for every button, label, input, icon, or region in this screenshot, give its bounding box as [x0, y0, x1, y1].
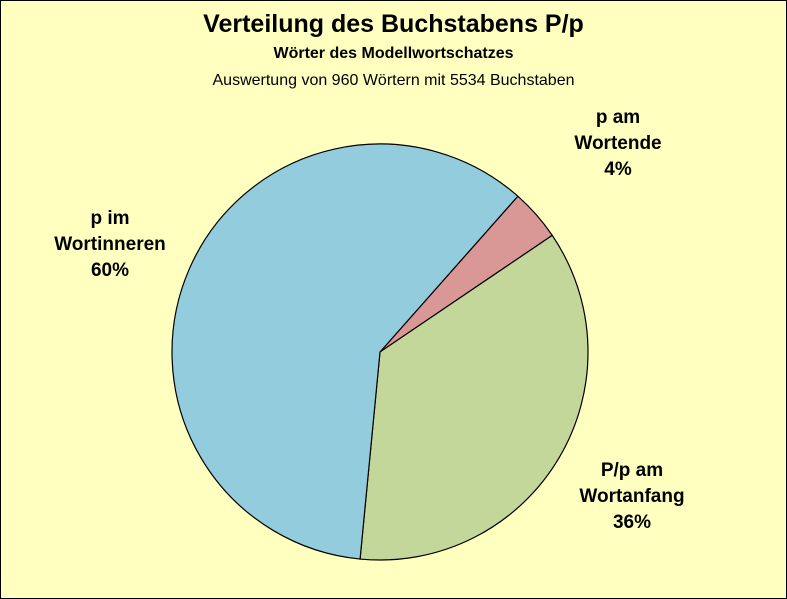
slice-label-2-line-1: Wortinneren: [54, 234, 166, 255]
pie-slice-2: [171, 143, 519, 560]
slice-label-1-line-1: Wortanfang: [579, 486, 684, 507]
slice-label-2-line-0: p im: [90, 208, 129, 229]
slice-label-0-line-1: Wortende: [574, 133, 661, 154]
slice-label-1-line-2: 36%: [613, 512, 651, 533]
chart-title: Verteilung des Buchstabens P/p: [203, 10, 584, 38]
chart-subtitle: Wörter des Modellwortschatzes: [273, 45, 514, 62]
chart-subtitle-2: Auswertung von 960 Wörtern mit 5534 Buch…: [212, 72, 575, 89]
slice-label-0-line-2: 4%: [604, 159, 632, 180]
pie-slice-1: [359, 234, 589, 561]
slice-label-2-line-2: 60%: [91, 260, 129, 281]
slice-label-0-line-0: p am: [596, 107, 640, 128]
slice-label-1-line-0: P/p am: [601, 460, 663, 481]
